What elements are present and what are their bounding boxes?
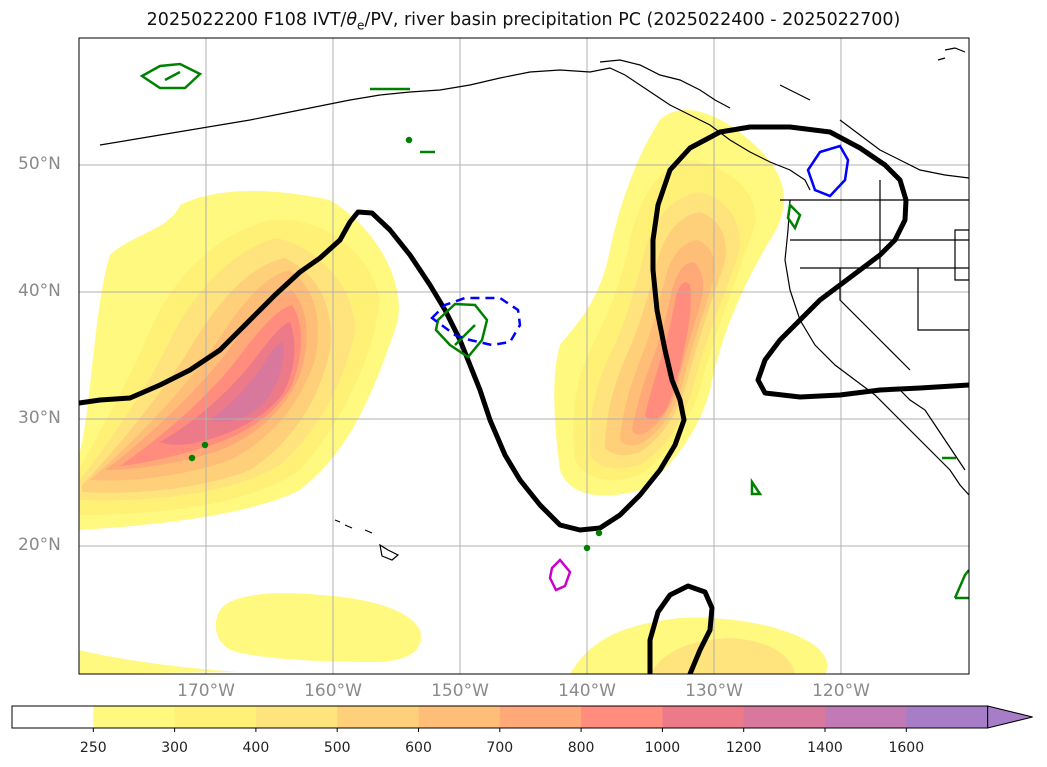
- colorbar-segment: [418, 706, 501, 728]
- colorbar-tick-label: 1200: [725, 740, 762, 756]
- colorbar-tick-label: 400: [242, 740, 270, 756]
- ivt-shading: [79, 110, 828, 674]
- lat-label-50n: 50°N: [18, 154, 61, 174]
- lat-label-30n: 30°N: [18, 408, 61, 428]
- colorbar-extend-arrow: [987, 705, 1033, 729]
- colorbar-tick-label: 1000: [644, 740, 681, 756]
- colorbar-segment: [906, 706, 989, 728]
- colorbar-tick-label: 1400: [807, 740, 843, 756]
- colorbar-segment: [255, 706, 338, 728]
- lon-label-140w: 140°W: [558, 681, 616, 701]
- colorbar-segment: [825, 706, 907, 728]
- colorbar-segment: [581, 706, 663, 728]
- lat-label-20n: 20°N: [18, 535, 61, 555]
- pv-contours: [79, 124, 969, 674]
- colorbar-tick-label: 300: [161, 740, 188, 756]
- colorbar-segment: [12, 706, 94, 728]
- colorbar-segment: [499, 706, 582, 728]
- map-frame: [78, 37, 970, 675]
- colorbar-tick-label: 1600: [888, 740, 925, 756]
- green-contours: [139, 62, 969, 600]
- magenta-contours: [548, 558, 572, 592]
- coastlines: [99, 47, 969, 561]
- lon-label-150w: 150°W: [431, 681, 489, 701]
- colorbar-segment: [337, 706, 419, 728]
- colorbar-segment: [662, 706, 745, 728]
- lon-label-120w: 120°W: [812, 681, 870, 701]
- colorbar: [11, 705, 1033, 732]
- colorbar-tick-label: 600: [405, 740, 432, 756]
- colorbar-segment: [743, 706, 826, 728]
- lon-label-170w: 170°W: [177, 681, 235, 701]
- lon-label-160w: 160°W: [304, 681, 362, 701]
- colorbar-tick-label: 800: [567, 740, 595, 756]
- map-title: 2025022200 F108 IVT/θe/PV, river basin p…: [146, 10, 901, 33]
- colorbar-tick-label: 250: [79, 740, 107, 756]
- lon-label-130w: 130°W: [685, 681, 743, 701]
- colorbar-segment: [93, 706, 176, 728]
- graticule: [79, 38, 969, 674]
- blue-contours: [430, 144, 850, 347]
- lat-label-40n: 40°N: [18, 281, 61, 301]
- colorbar-tick-label: 700: [486, 740, 514, 756]
- colorbar-segment: [174, 706, 257, 728]
- colorbar-tick-label: 500: [323, 740, 351, 756]
